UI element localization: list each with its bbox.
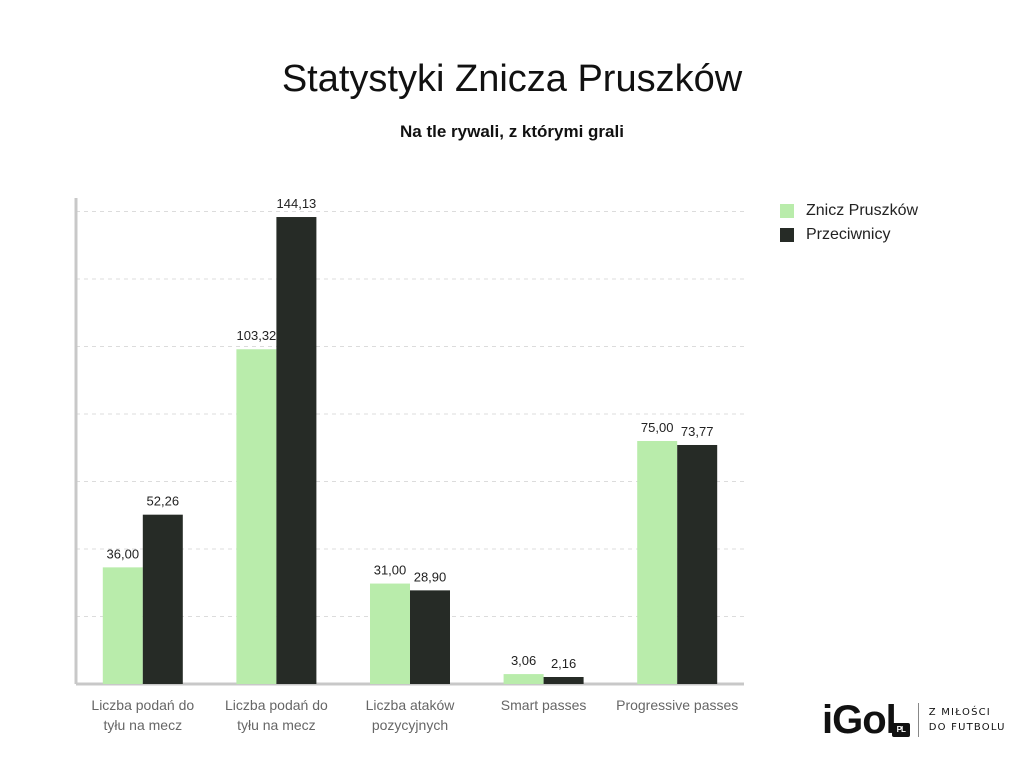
bar-znicz [236,349,277,684]
data-label: 52,26 [147,494,180,509]
x-tick-label: tyłu na mecz [237,717,316,733]
bar-znicz [503,674,544,684]
legend-label-znicz: Znicz Pruszków [806,202,919,219]
bar-przeciwnicy [677,444,718,684]
legend-swatch-przeciwnicy [780,228,794,242]
logo-divider [917,703,919,737]
bar-znicz [102,567,143,684]
logo-wordmark: iGol PL [822,698,910,743]
x-tick-label: Liczba podań do [91,697,194,713]
logo-tagline: Z MIŁOŚCI DO FUTBOLU [928,707,1006,733]
x-tick-label: Liczba ataków [366,697,456,713]
data-label: 103,32 [237,328,277,343]
legend-item-przeciwnicy: Przeciwnicy [780,223,918,247]
logo-pl-badge: PL [891,722,910,737]
chart-subtitle: Na tle rywali, z którymi grali [400,122,624,141]
data-label: 31,00 [374,563,407,578]
legend-swatch-znicz [780,204,794,218]
legend-label-przeciwnicy: Przeciwnicy [806,226,891,243]
bar-przeciwnicy [142,514,183,684]
chart-title: Statystyki Znicza Pruszków [281,58,743,100]
data-label: 75,00 [641,420,674,435]
igol-logo: iGol PL Z MIŁOŚCI DO FUTBOLU [822,698,1006,742]
bar-przeciwnicy [276,217,317,684]
bar-przeciwnicy [543,677,584,684]
bar-znicz [370,583,410,684]
x-tick-label: pozycyjnych [372,717,448,733]
data-label: 36,00 [107,546,140,561]
x-tick-label: tyłu na mecz [104,717,183,733]
x-tick-label: Progressive passes [616,697,738,713]
data-label: 28,90 [414,569,447,584]
data-label: 73,77 [681,424,714,439]
bar-znicz [637,441,678,684]
legend: Znicz Pruszków Przeciwnicy [780,199,918,247]
data-label: 2,16 [551,656,576,671]
bar-przeciwnicy [410,590,450,684]
x-tick-label: Smart passes [501,697,587,713]
data-label: 144,13 [277,196,317,211]
legend-item-znicz: Znicz Pruszków [780,199,918,223]
x-tick-label: Liczba podań do [225,697,328,713]
data-label: 3,06 [511,653,536,668]
